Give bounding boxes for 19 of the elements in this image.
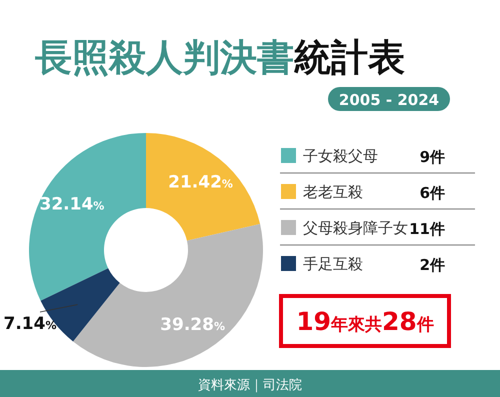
chart-subtitle: 2005 - 2024 bbox=[338, 91, 440, 109]
legend-label: 手足互殺 bbox=[303, 255, 363, 273]
donut-slice bbox=[146, 133, 260, 241]
text: 2件 bbox=[420, 256, 445, 274]
legend-label: 老老互殺 bbox=[303, 183, 363, 201]
source-note: 資料來源｜司法院 bbox=[198, 378, 302, 393]
text: 19年來共28件 bbox=[296, 307, 434, 336]
chart-title: 長照殺人判決書統計表 bbox=[34, 36, 405, 79]
text: 11件 bbox=[409, 220, 445, 238]
donut-slice bbox=[73, 224, 263, 367]
text: 9件 bbox=[420, 148, 445, 166]
text: 6件 bbox=[420, 184, 445, 202]
data-label: 21.42% bbox=[168, 172, 233, 193]
donut-slice bbox=[29, 133, 146, 301]
data-label: 32.14% bbox=[40, 194, 104, 214]
data-label: 7.14% bbox=[4, 314, 56, 334]
data-label: 39.28% bbox=[160, 315, 225, 336]
legend-label: 子女殺父母 bbox=[303, 147, 378, 165]
legend-label: 父母殺身障子女 bbox=[303, 219, 408, 237]
